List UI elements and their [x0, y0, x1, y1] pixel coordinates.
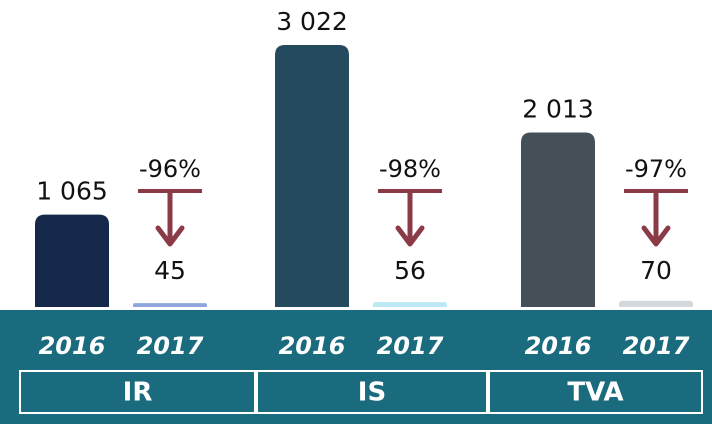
- year-label: 2016: [525, 332, 592, 360]
- change-label: -98%: [379, 155, 441, 183]
- year-label: 2017: [137, 332, 204, 360]
- bar: [373, 302, 447, 307]
- value-label: 3 022: [276, 7, 348, 36]
- category-label: IS: [358, 378, 386, 408]
- year-label: 2017: [377, 332, 444, 360]
- category-box: [488, 370, 703, 414]
- value-label: 70: [640, 256, 672, 285]
- value-label: 56: [394, 256, 426, 285]
- bar: [521, 132, 595, 307]
- category-band: [0, 310, 712, 424]
- change-label: -96%: [139, 155, 201, 183]
- arrow-head: [155, 225, 185, 247]
- bar: [619, 300, 693, 307]
- value-label: 2 013: [522, 94, 594, 123]
- category-box: [19, 370, 256, 414]
- bar: [133, 303, 207, 307]
- bar: [35, 214, 109, 307]
- arrow-head: [395, 225, 425, 247]
- year-label: 2017: [623, 332, 690, 360]
- value-label: 45: [154, 256, 186, 285]
- year-label: 2016: [39, 332, 106, 360]
- bar: [275, 45, 349, 307]
- arrow-head: [641, 225, 671, 247]
- category-label: IR: [123, 378, 153, 408]
- change-label: -97%: [625, 155, 687, 183]
- value-label: 1 065: [36, 177, 108, 206]
- category-label: TVA: [567, 378, 623, 408]
- year-label: 2016: [279, 332, 346, 360]
- category-box: [256, 370, 488, 414]
